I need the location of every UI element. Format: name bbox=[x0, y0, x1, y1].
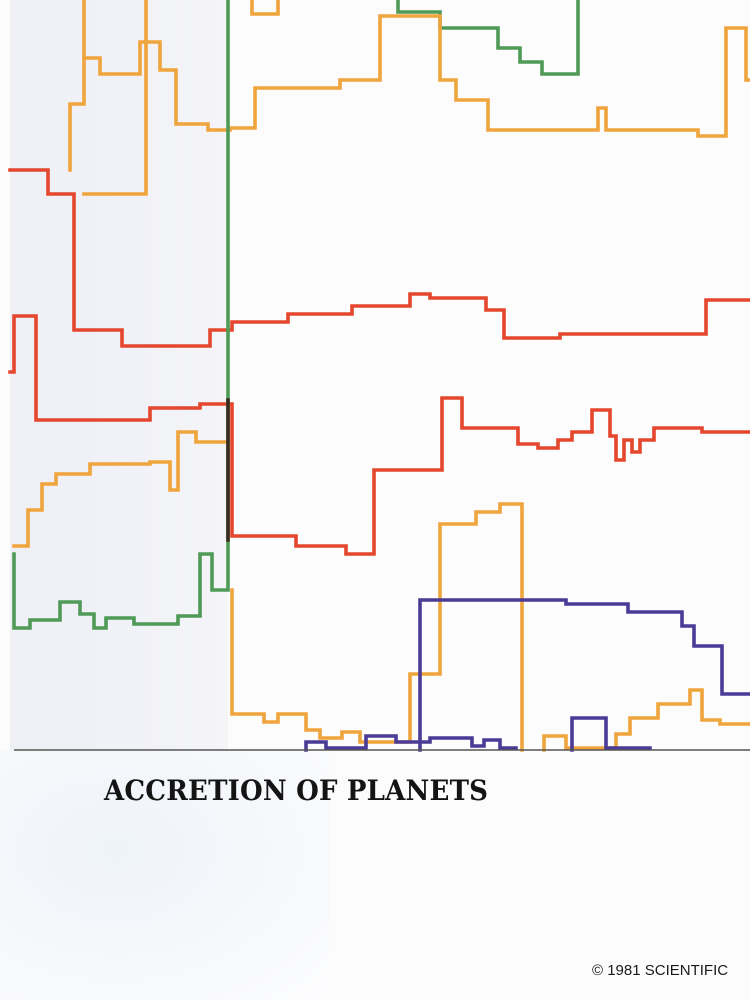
traces-group bbox=[8, 0, 750, 752]
copyright-notice: © 1981 SCIENTIFIC bbox=[592, 962, 729, 979]
left-orange-column-trace bbox=[82, 40, 232, 132]
long-green-trace bbox=[12, 0, 230, 630]
purple-trace bbox=[418, 598, 750, 752]
upper-green-trace bbox=[396, 0, 580, 76]
upper-right-orange-trace bbox=[250, 0, 280, 16]
bottom-shaded-area bbox=[0, 750, 330, 1000]
upper-red-trace bbox=[8, 168, 750, 348]
lower-purple-trace bbox=[304, 734, 518, 752]
lower-right-orange-trace bbox=[542, 688, 750, 752]
lower-orange-trace bbox=[230, 502, 524, 752]
middle-orange-trace bbox=[12, 430, 228, 548]
upper-orange-trace bbox=[228, 14, 750, 138]
left-orange-loop-trace bbox=[82, 0, 148, 196]
left-orange-trace bbox=[68, 0, 86, 172]
page-title: ACCRETION OF PLANETS bbox=[104, 774, 489, 807]
lower-purple-box-trace bbox=[570, 716, 652, 752]
lower-red-trace bbox=[8, 314, 750, 556]
